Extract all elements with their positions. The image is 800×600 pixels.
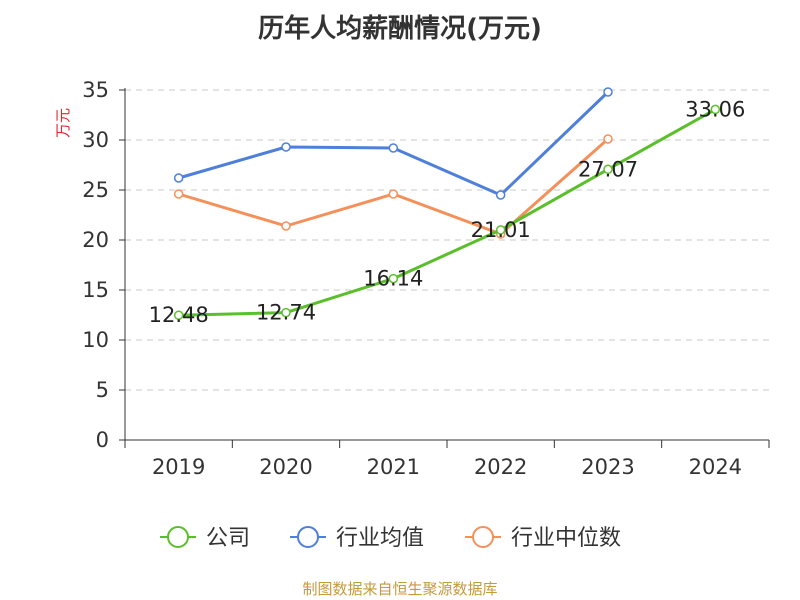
x-tick-label: 2019 [152,455,205,479]
data-point[interactable] [281,142,291,152]
data-point[interactable] [281,307,291,318]
x-tick-label: 2021 [367,455,420,479]
y-tick-label: 5 [96,378,109,402]
x-tick-label: 2024 [689,455,742,479]
axes: 0 5 10 15 20 25 30 35 2019 2020 2021 2022 2023 2024 万元 [54,78,770,479]
data-label: 12.74 [256,301,316,325]
y-axis-title: 万元 [54,108,72,138]
y-tick-label: 10 [82,328,109,352]
x-tick-label: 2020 [259,455,312,479]
grid-lines [125,89,769,391]
legend-item-行业均值[interactable]: 行业均值 [290,526,424,551]
source-note: 制图数据来自恒生聚源数据库 [302,580,498,598]
data-point[interactable] [388,273,399,284]
y-tick-label: 20 [82,228,109,252]
legend-item-行业中位数[interactable]: 行业中位数 [465,526,621,551]
data-labels: 12.48 12.74 16.14 21.01 27.07 33.06 [149,97,746,327]
legend-label: 行业中位数 [511,526,621,551]
legend-label: 行业均值 [336,526,424,551]
series-layer [173,87,721,320]
legend-marker [472,526,494,548]
y-tick-label: 15 [82,278,109,302]
legend-marker [297,526,319,548]
legend-item-公司[interactable]: 公司 [160,526,250,551]
legend-marker [167,526,189,548]
data-point[interactable] [173,173,184,183]
data-point[interactable] [603,87,613,97]
data-point[interactable] [281,221,291,231]
data-label: 27.07 [578,157,638,181]
data-label: 16.14 [363,267,423,291]
legend-label: 公司 [206,526,250,551]
x-tick-label: 2023 [581,455,634,479]
y-tick-label: 35 [82,78,109,102]
series-line-公司 [178,108,717,317]
data-label: 33.06 [685,97,745,121]
data-point[interactable] [603,164,613,175]
legend: 公司 行业均值 行业中位数 [160,526,621,551]
data-point[interactable] [388,143,399,153]
y-tick-label: 30 [82,128,109,152]
chart-title: 历年人均薪酬情况(万元) [258,14,542,44]
data-label: 12.48 [149,303,209,327]
data-label: 21.01 [471,218,531,242]
data-point[interactable] [495,190,506,200]
data-point[interactable] [173,310,184,320]
y-tick-label: 25 [82,178,109,202]
data-point[interactable] [603,134,613,144]
data-point[interactable] [388,189,399,199]
data-point[interactable] [173,189,184,199]
x-tick-label: 2022 [474,455,527,479]
data-point[interactable] [710,104,721,115]
data-point[interactable] [495,225,506,235]
y-tick-label: 0 [96,428,109,452]
